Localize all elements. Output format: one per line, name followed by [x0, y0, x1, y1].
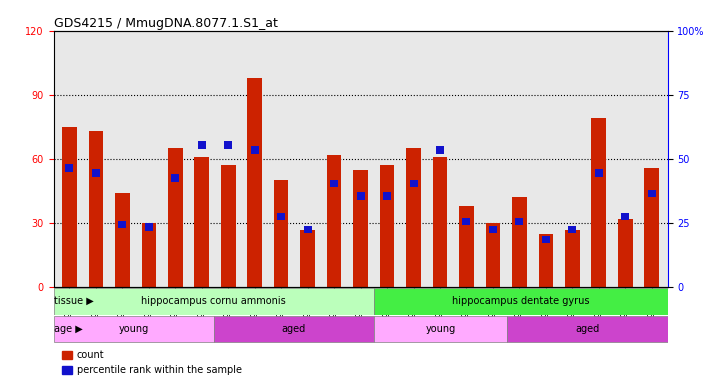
Text: tissue ▶: tissue ▶ [54, 296, 94, 306]
Bar [168, 148, 183, 287]
Text: age ▶: age ▶ [54, 324, 82, 334]
Bar [327, 155, 341, 287]
Bar [213, 316, 374, 343]
Bar [66, 164, 74, 172]
Bar [486, 223, 501, 287]
Bar [62, 127, 76, 287]
Text: aged: aged [575, 324, 600, 334]
Bar [380, 166, 394, 287]
Text: hippocampus dentate gyrus: hippocampus dentate gyrus [452, 296, 590, 306]
Bar [433, 157, 447, 287]
Bar [568, 226, 576, 233]
Bar [251, 146, 258, 154]
Bar [383, 192, 391, 200]
Bar [119, 220, 126, 228]
Bar [406, 148, 421, 287]
Text: hippocampus cornu ammonis: hippocampus cornu ammonis [141, 296, 286, 306]
Bar [591, 118, 606, 287]
Bar [115, 193, 130, 287]
Bar [538, 234, 553, 287]
Bar [595, 169, 603, 177]
Bar [410, 180, 418, 187]
Bar [356, 192, 365, 200]
Bar [648, 190, 655, 197]
Bar [89, 131, 104, 287]
Bar [618, 219, 633, 287]
Bar [303, 226, 311, 233]
Text: young: young [119, 324, 149, 334]
Bar [54, 316, 213, 343]
Bar [194, 157, 209, 287]
Bar [141, 223, 156, 287]
Bar [145, 223, 153, 231]
Bar [171, 174, 179, 182]
Bar [54, 288, 374, 314]
Bar [489, 226, 497, 233]
Bar [277, 213, 285, 220]
Bar [512, 197, 527, 287]
Bar [565, 230, 580, 287]
Text: young: young [426, 324, 456, 334]
Bar [353, 170, 368, 287]
Bar [516, 218, 523, 225]
Bar [459, 206, 473, 287]
Bar [463, 218, 471, 225]
Bar [274, 180, 288, 287]
Bar [645, 167, 659, 287]
Bar [621, 213, 629, 220]
Bar [301, 230, 315, 287]
Text: GDS4215 / MmugDNA.8077.1.S1_at: GDS4215 / MmugDNA.8077.1.S1_at [54, 17, 278, 30]
Bar [508, 316, 668, 343]
Bar [198, 141, 206, 149]
Bar [248, 78, 262, 287]
Text: aged: aged [282, 324, 306, 334]
Bar [224, 141, 232, 149]
Bar [374, 288, 668, 314]
Legend: count, percentile rank within the sample: count, percentile rank within the sample [59, 347, 246, 379]
Bar [330, 180, 338, 187]
Bar [374, 316, 508, 343]
Bar [92, 169, 100, 177]
Bar [436, 146, 444, 154]
Bar [542, 236, 550, 243]
Bar [221, 166, 236, 287]
